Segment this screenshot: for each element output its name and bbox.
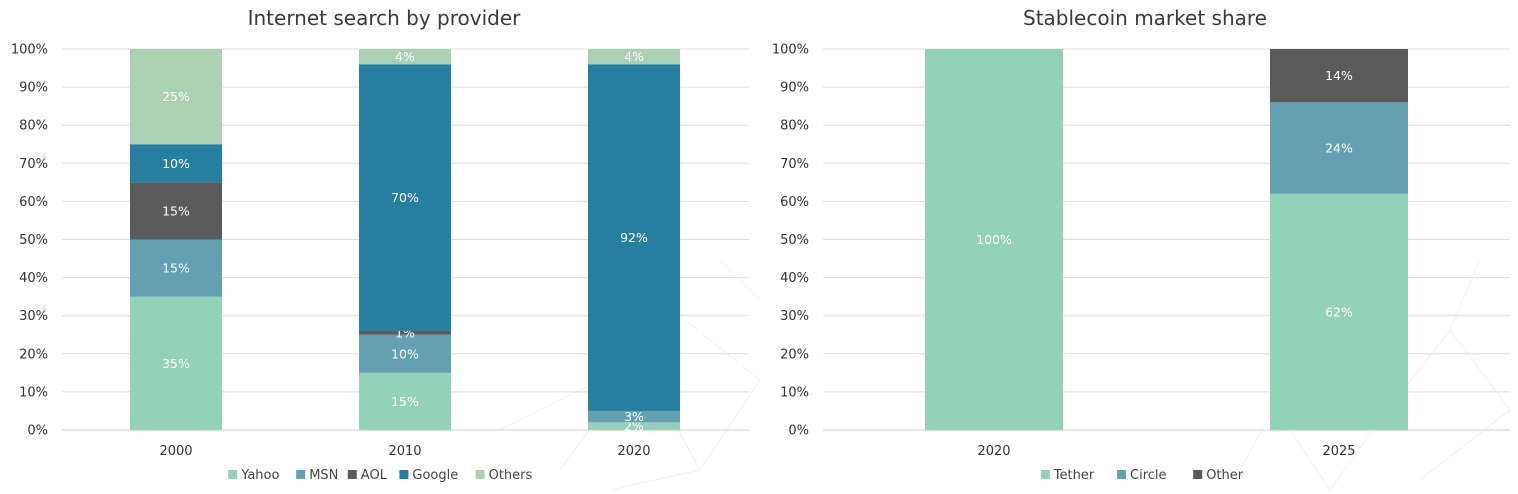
legend-label: Circle bbox=[1130, 468, 1167, 483]
y-tick-label: 40% bbox=[19, 271, 48, 286]
bar-segment-others-2000 bbox=[130, 49, 222, 145]
chart-title: Internet search by provider bbox=[248, 6, 522, 30]
data-label: 35% bbox=[162, 356, 190, 371]
legend-swatch-yahoo bbox=[228, 470, 238, 479]
network-line-decoration bbox=[1419, 409, 1511, 481]
x-tick-label: 2020 bbox=[617, 444, 650, 459]
bar-segment-yahoo-2000 bbox=[130, 296, 222, 430]
legend-swatch-circle bbox=[1117, 470, 1126, 479]
bar-segment-aol-2010 bbox=[359, 330, 451, 335]
legend: Tether Circle Other bbox=[1040, 468, 1244, 483]
y-tick-label: 20% bbox=[780, 347, 809, 362]
bar-segment-other-2025 bbox=[1270, 49, 1408, 103]
bar-segment-msn-2000 bbox=[130, 239, 222, 297]
y-tick-label: 60% bbox=[19, 195, 48, 210]
bar-segment-circle-2025 bbox=[1270, 102, 1408, 194]
y-tick-label: 90% bbox=[19, 81, 48, 96]
y-tick-label: 10% bbox=[19, 385, 48, 400]
x-tick-label: 2020 bbox=[977, 444, 1010, 459]
bar-segment-others-2010 bbox=[359, 49, 451, 65]
bar-segment-google-2010 bbox=[359, 64, 451, 331]
stablecoin-share-chart: Stablecoin market share 0% 10% 20% 30% 40% 50%… bbox=[772, 6, 1510, 483]
legend-swatch-others bbox=[475, 470, 485, 479]
network-line-decoration bbox=[1449, 259, 1481, 331]
legend-label: Google bbox=[412, 468, 458, 483]
data-label: 70% bbox=[391, 190, 419, 205]
bar-segment-google-2000 bbox=[130, 144, 222, 183]
y-tick-label: 70% bbox=[19, 157, 48, 172]
y-tick-label: 50% bbox=[19, 233, 48, 248]
x-tick-label: 2010 bbox=[388, 444, 421, 459]
y-tick-label: 70% bbox=[780, 157, 809, 172]
y-tick-label: 60% bbox=[780, 195, 809, 210]
network-line-decoration bbox=[699, 379, 761, 471]
data-label: 4% bbox=[624, 49, 644, 64]
legend-label: MSN bbox=[309, 468, 338, 483]
legend-swatch-google bbox=[399, 470, 409, 479]
data-label: 15% bbox=[391, 394, 419, 409]
bar-segment-aol-2000 bbox=[130, 182, 222, 240]
y-tick-label: 100% bbox=[772, 43, 809, 58]
network-line-decoration bbox=[1329, 419, 1381, 491]
legend-swatch-msn bbox=[296, 470, 306, 479]
chart-title: Stablecoin market share bbox=[1023, 6, 1267, 30]
legend-label: AOL bbox=[361, 468, 388, 483]
x-tick-label: 2025 bbox=[1322, 444, 1355, 459]
y-tick-label: 80% bbox=[780, 119, 809, 134]
y-tick-label: 10% bbox=[780, 385, 809, 400]
legend-label: Tether bbox=[1053, 468, 1095, 483]
legend-label: Other bbox=[1206, 468, 1244, 483]
data-label: 2% bbox=[624, 419, 644, 434]
bar-segment-yahoo-2020 bbox=[588, 422, 680, 430]
search-provider-chart: Internet search by provider 0% 10% 20% 30% 40… bbox=[11, 6, 749, 483]
legend: Yahoo MSN AOL Google Others bbox=[228, 468, 533, 483]
y-tick-label: 30% bbox=[780, 309, 809, 324]
data-label: 15% bbox=[162, 203, 190, 218]
data-label: 4% bbox=[395, 49, 415, 64]
data-label: 14% bbox=[1325, 68, 1353, 83]
y-tick-label: 30% bbox=[19, 309, 48, 324]
bar-segment-google-2020 bbox=[588, 64, 680, 411]
legend-label: Yahoo bbox=[240, 468, 279, 483]
bar-segment-others-2020 bbox=[588, 49, 680, 65]
y-tick-label: 20% bbox=[19, 347, 48, 362]
legend-label: Others bbox=[489, 468, 533, 483]
y-tick-label: 100% bbox=[11, 43, 48, 58]
bar-segment-tether-2025 bbox=[1270, 193, 1408, 430]
bar-segment-tether-2020 bbox=[925, 49, 1063, 430]
data-label: 15% bbox=[162, 261, 190, 276]
data-label: 3% bbox=[624, 409, 644, 424]
data-label: 10% bbox=[162, 156, 190, 171]
legend-swatch-tether bbox=[1040, 470, 1050, 479]
network-line-decoration bbox=[609, 469, 701, 491]
y-tick-label: 40% bbox=[780, 271, 809, 286]
y-tick-label: 50% bbox=[780, 233, 809, 248]
x-tick-label: 2000 bbox=[159, 444, 192, 459]
y-tick-label: 0% bbox=[27, 424, 48, 439]
data-label: 24% bbox=[1325, 141, 1353, 156]
network-line-decoration bbox=[1449, 329, 1511, 411]
bar-segment-yahoo-2010 bbox=[359, 372, 451, 430]
y-tick-label: 90% bbox=[780, 81, 809, 96]
y-tick-label: 0% bbox=[788, 424, 809, 439]
legend-swatch-aol bbox=[347, 470, 357, 479]
data-label: 92% bbox=[620, 230, 648, 245]
legend-swatch-other bbox=[1193, 470, 1203, 479]
data-label: 25% bbox=[162, 89, 190, 104]
bar-segment-msn-2010 bbox=[359, 334, 451, 373]
data-label: 10% bbox=[391, 346, 419, 361]
y-tick-label: 80% bbox=[19, 119, 48, 134]
bar-segment-msn-2020 bbox=[588, 410, 680, 423]
network-line-decoration bbox=[719, 259, 761, 301]
data-label: 100% bbox=[976, 232, 1012, 247]
data-label: 62% bbox=[1325, 304, 1353, 319]
